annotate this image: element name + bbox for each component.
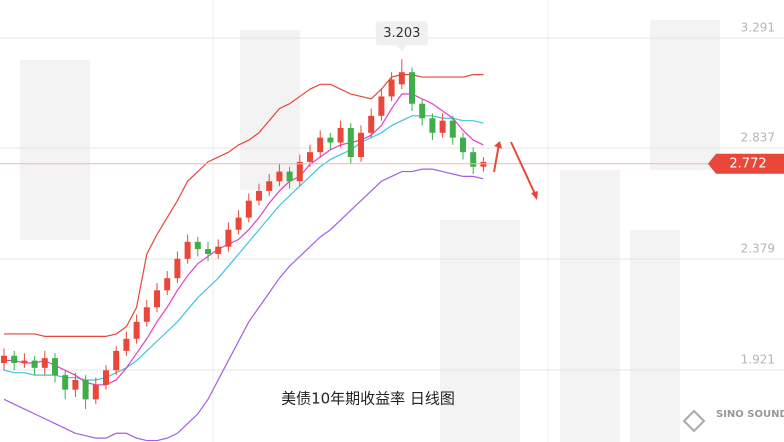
candle-body — [133, 321, 140, 339]
candle-body — [388, 79, 395, 97]
candle-body — [317, 137, 324, 153]
candle-body — [154, 290, 160, 308]
candle-body — [347, 127, 354, 158]
candle-body — [164, 278, 171, 291]
candle-body — [245, 200, 252, 218]
candle-body — [143, 307, 150, 322]
candle-body — [215, 246, 222, 254]
candle-body — [378, 96, 385, 116]
max-label-box — [375, 21, 428, 46]
candle-body — [398, 72, 405, 85]
up-arrow-head — [494, 141, 502, 149]
down-arrow — [510, 141, 536, 195]
y-tick-label: 2.379 — [741, 242, 775, 256]
max-label: 3.203 — [383, 26, 420, 41]
candle-body — [337, 127, 344, 143]
candle-body — [194, 241, 201, 250]
candle-body — [92, 384, 99, 400]
candle-body — [286, 171, 293, 182]
candle-body — [358, 132, 364, 158]
candle-body — [21, 360, 28, 364]
down-arrow-head — [531, 191, 538, 200]
indicator-line — [3, 168, 484, 442]
candle-body — [1, 355, 7, 364]
last-price-tag — [708, 153, 784, 174]
candle-body — [52, 358, 58, 376]
candle-body — [235, 217, 242, 230]
candle-body — [419, 103, 426, 119]
y-tick-label: 3.291 — [741, 21, 775, 35]
last-price-label: 2.772 — [729, 156, 766, 171]
y-tick-label: 2.837 — [741, 131, 775, 145]
y-tick-label: 1.921 — [741, 353, 775, 367]
candle-body — [460, 137, 466, 153]
candle-body — [266, 181, 273, 191]
candle-body — [439, 120, 446, 133]
candle-body — [409, 72, 415, 104]
candle-body — [296, 161, 303, 182]
candle-body — [174, 258, 181, 279]
candle-body — [368, 115, 375, 133]
candle-body — [41, 358, 48, 368]
candle-body — [72, 379, 79, 390]
candle-body — [31, 360, 38, 368]
candle-body — [103, 370, 109, 385]
plot: 3.291 2.837 2.379 1.921 3.203 2.772 — [0, 21, 784, 442]
up-arrow — [493, 143, 500, 173]
candle-body — [11, 355, 18, 364]
candle-body — [113, 350, 120, 371]
candle-body — [82, 379, 89, 400]
candle-body — [327, 137, 334, 143]
candle-body — [276, 171, 283, 182]
candle-body — [184, 241, 191, 259]
candle-body — [62, 375, 69, 390]
candle-body — [449, 120, 456, 138]
candle-body — [225, 229, 232, 247]
city-backdrop — [20, 20, 720, 442]
candle-body — [205, 249, 211, 254]
candle-body — [256, 190, 262, 201]
chart-title: 美债10年期收益率 日线图 — [281, 390, 455, 408]
candle-body — [123, 338, 130, 351]
indicator-line — [3, 115, 484, 381]
candle-body — [307, 152, 313, 162]
watermark: SINO SOUND — [716, 409, 784, 420]
max-label-pointer — [396, 45, 407, 52]
candle-body — [429, 118, 436, 133]
candle-body — [470, 152, 477, 167]
logo: SINO SOUND — [682, 409, 784, 433]
